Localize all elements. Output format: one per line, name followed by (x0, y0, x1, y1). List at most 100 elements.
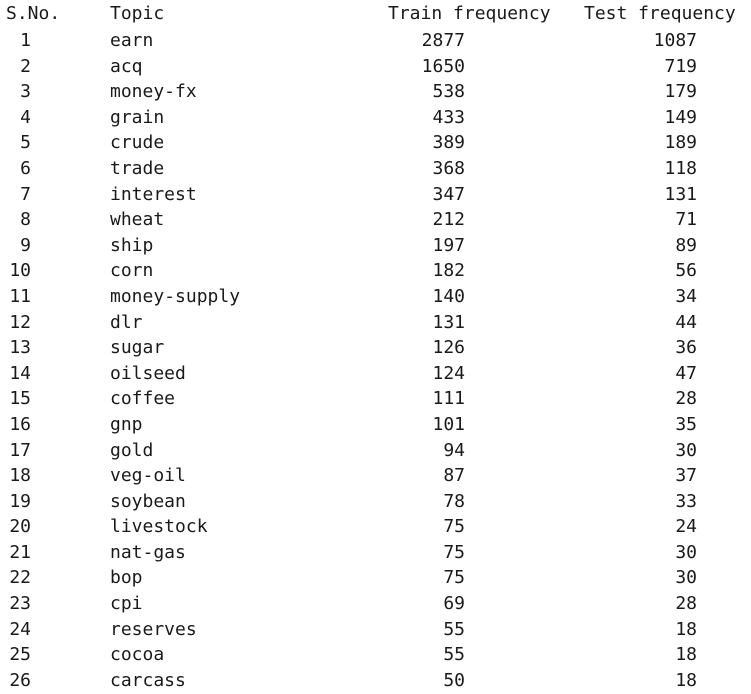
row-sno: 8 (20, 209, 31, 231)
table-row: 17 gold 94 30 (0, 438, 751, 464)
table-row: 26 carcass 50 18 (0, 668, 751, 694)
header-test-frequency: Test frequency (584, 3, 736, 24)
row-test-frequency: 179 (664, 81, 697, 103)
row-test-frequency: 18 (675, 644, 697, 666)
row-sno: 26 (9, 669, 31, 691)
row-sno: 23 (9, 593, 31, 615)
row-train-frequency: 140 (432, 285, 465, 307)
row-test-frequency: 719 (664, 55, 697, 77)
row-train-frequency: 2877 (421, 30, 465, 51)
table-row: 9 ship 197 89 (0, 233, 751, 259)
row-topic: dlr (110, 311, 143, 333)
table-row: 23 cpi 69 28 (0, 591, 751, 617)
row-topic: money-supply (110, 285, 241, 307)
row-sno: 16 (9, 413, 31, 435)
row-train-frequency: 111 (432, 388, 465, 410)
table-row: 12 dlr 131 44 (0, 310, 751, 336)
header-topic: Topic (110, 3, 165, 24)
row-train-frequency: 55 (443, 644, 465, 666)
row-test-frequency: 1087 (653, 30, 697, 51)
table-row: 2 acq 1650 719 (0, 54, 751, 80)
row-train-frequency: 94 (443, 439, 465, 461)
row-train-frequency: 212 (432, 209, 465, 231)
row-topic: money-fx (110, 81, 197, 103)
table-row: 1 earn 2877 1087 (0, 28, 751, 54)
row-test-frequency: 18 (675, 618, 697, 640)
row-train-frequency: 182 (432, 260, 465, 282)
row-train-frequency: 101 (432, 413, 465, 435)
table-row: 10 corn 182 56 (0, 258, 751, 284)
row-topic: ship (110, 234, 154, 256)
row-train-frequency: 538 (432, 81, 465, 103)
row-train-frequency: 78 (443, 490, 465, 512)
table-row: 16 gnp 101 35 (0, 412, 751, 438)
row-train-frequency: 1650 (421, 55, 465, 77)
row-train-frequency: 75 (443, 541, 465, 563)
row-topic: veg-oil (110, 465, 186, 487)
row-topic: sugar (110, 337, 165, 359)
row-test-frequency: 36 (675, 337, 697, 359)
row-test-frequency: 30 (675, 439, 697, 461)
table-row: 13 sugar 126 36 (0, 335, 751, 361)
table-row: 22 bop 75 30 (0, 565, 751, 591)
row-sno: 20 (9, 516, 31, 538)
row-topic: reserves (110, 618, 197, 640)
table-row: 7 interest 347 131 (0, 182, 751, 208)
row-test-frequency: 189 (664, 132, 697, 154)
row-topic: wheat (110, 209, 165, 231)
row-test-frequency: 33 (675, 490, 697, 512)
row-topic: carcass (110, 669, 186, 691)
row-topic: cpi (110, 593, 143, 615)
row-topic: gold (110, 439, 154, 461)
row-train-frequency: 197 (432, 234, 465, 256)
row-sno: 11 (9, 285, 31, 307)
row-topic: soybean (110, 490, 186, 512)
table-row: 11 money-supply 140 34 (0, 284, 751, 310)
row-train-frequency: 87 (443, 465, 465, 487)
row-sno: 2 (20, 55, 31, 77)
row-test-frequency: 28 (675, 593, 697, 615)
row-sno: 6 (20, 157, 31, 179)
table-row: 25 cocoa 55 18 (0, 642, 751, 668)
row-sno: 3 (20, 81, 31, 103)
row-train-frequency: 124 (432, 362, 465, 384)
row-sno: 21 (9, 541, 31, 563)
row-sno: 10 (9, 260, 31, 282)
row-topic: corn (110, 260, 154, 282)
row-topic: cocoa (110, 644, 165, 666)
row-sno: 4 (20, 106, 31, 128)
row-sno: 25 (9, 644, 31, 666)
row-test-frequency: 56 (675, 260, 697, 282)
row-sno: 1 (20, 30, 31, 51)
row-sno: 7 (20, 183, 31, 205)
row-topic: crude (110, 132, 165, 154)
row-topic: livestock (110, 516, 208, 538)
row-sno: 14 (9, 362, 31, 384)
row-train-frequency: 347 (432, 183, 465, 205)
row-topic: earn (110, 30, 154, 51)
row-topic: coffee (110, 388, 176, 410)
row-sno: 19 (9, 490, 31, 512)
row-sno: 17 (9, 439, 31, 461)
row-test-frequency: 149 (664, 106, 697, 128)
table-row: 19 soybean 78 33 (0, 489, 751, 515)
table-row: 20 livestock 75 24 (0, 514, 751, 540)
row-topic: trade (110, 157, 165, 179)
row-train-frequency: 389 (432, 132, 465, 154)
row-topic: gnp (110, 413, 143, 435)
row-sno: 12 (9, 311, 31, 333)
row-sno: 24 (9, 618, 31, 640)
row-test-frequency: 44 (675, 311, 697, 333)
table-row: 21 nat-gas 75 30 (0, 540, 751, 566)
row-topic: nat-gas (110, 541, 186, 563)
row-topic: oilseed (110, 362, 186, 384)
row-topic: grain (110, 106, 165, 128)
table-row: 5 crude 389 189 (0, 130, 751, 156)
row-test-frequency: 118 (664, 157, 697, 179)
row-test-frequency: 131 (664, 183, 697, 205)
table-row: 18 veg-oil 87 37 (0, 463, 751, 489)
row-sno: 13 (9, 337, 31, 359)
row-test-frequency: 71 (675, 209, 697, 231)
row-train-frequency: 368 (432, 157, 465, 179)
